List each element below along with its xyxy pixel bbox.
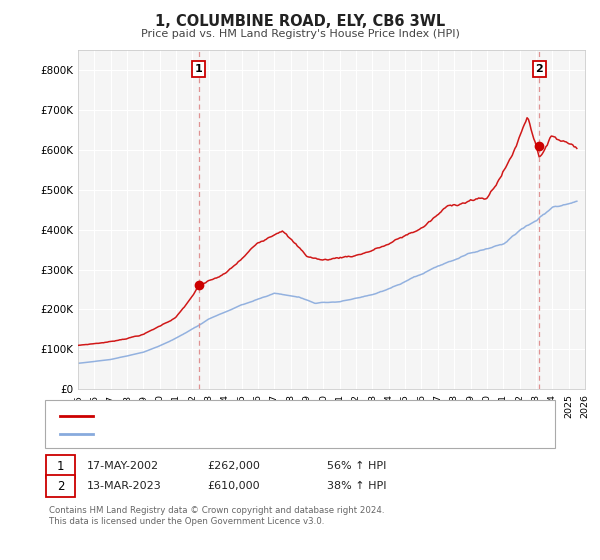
Text: Price paid vs. HM Land Registry's House Price Index (HPI): Price paid vs. HM Land Registry's House …: [140, 29, 460, 39]
Text: 1: 1: [194, 64, 202, 74]
Text: £262,000: £262,000: [207, 461, 260, 472]
Text: 56% ↑ HPI: 56% ↑ HPI: [327, 461, 386, 472]
Text: £610,000: £610,000: [207, 481, 260, 491]
Text: 2: 2: [57, 479, 64, 493]
Text: Contains HM Land Registry data © Crown copyright and database right 2024.: Contains HM Land Registry data © Crown c…: [49, 506, 385, 515]
Text: 13-MAR-2023: 13-MAR-2023: [87, 481, 162, 491]
Text: This data is licensed under the Open Government Licence v3.0.: This data is licensed under the Open Gov…: [49, 517, 325, 526]
Text: 1, COLUMBINE ROAD, ELY, CB6 3WL: 1, COLUMBINE ROAD, ELY, CB6 3WL: [155, 14, 445, 29]
Text: 1: 1: [57, 460, 64, 473]
Text: HPI: Average price, detached house, East Cambridgeshire: HPI: Average price, detached house, East…: [97, 429, 399, 439]
Text: 17-MAY-2002: 17-MAY-2002: [87, 461, 159, 472]
Text: 1, COLUMBINE ROAD, ELY, CB6 3WL (detached house): 1, COLUMBINE ROAD, ELY, CB6 3WL (detache…: [97, 411, 378, 421]
Text: 2: 2: [535, 64, 543, 74]
Text: 38% ↑ HPI: 38% ↑ HPI: [327, 481, 386, 491]
